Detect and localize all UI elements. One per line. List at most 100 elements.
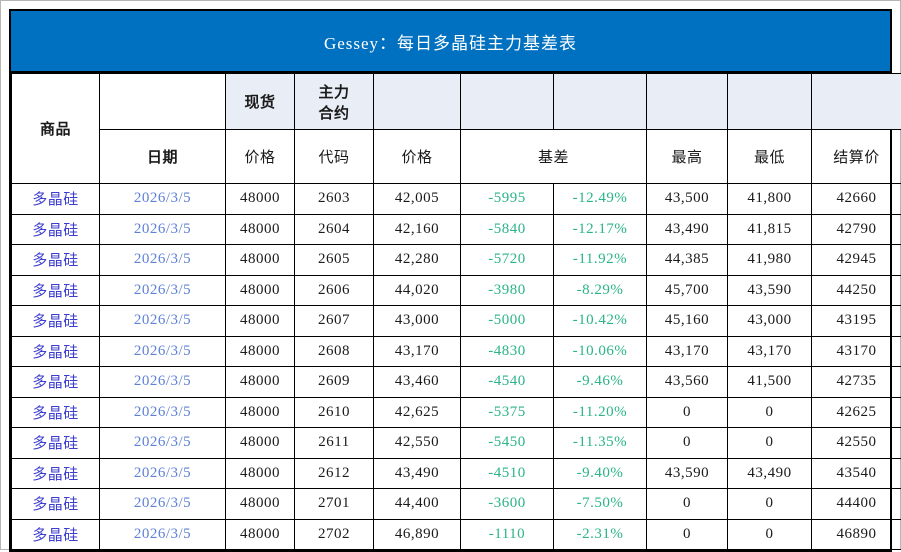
cell-futures-price: 42,280 — [374, 245, 461, 276]
cell-date: 2026/3/5 — [100, 184, 226, 215]
cell-basis: -5995 — [461, 184, 554, 215]
cell-futures-price: 43,170 — [374, 336, 461, 367]
table-row: 多晶硅 2026/3/5 48000 2607 43,000 -5000 -10… — [12, 306, 901, 337]
table-header: 商品 现货 主力 合约 日期 价格 代 — [12, 74, 901, 184]
cell-commodity: 多晶硅 — [12, 489, 100, 520]
cell-futures-price: 42,625 — [374, 397, 461, 428]
cell-settlement: 44400 — [812, 489, 901, 520]
cell-settlement: 42945 — [812, 245, 901, 276]
cell-spot-price: 48000 — [226, 458, 295, 489]
header-date: 日期 — [100, 130, 226, 184]
cell-contract-code: 2611 — [295, 428, 374, 459]
cell-date: 2026/3/5 — [100, 214, 226, 245]
cell-spot-price: 48000 — [226, 275, 295, 306]
cell-basis: -1110 — [461, 519, 554, 550]
cell-basis-percent: -11.20% — [554, 397, 647, 428]
cell-commodity: 多晶硅 — [12, 428, 100, 459]
cell-commodity: 多晶硅 — [12, 397, 100, 428]
cell-contract-code: 2604 — [295, 214, 374, 245]
cell-basis-percent: -11.92% — [554, 245, 647, 276]
cell-futures-price: 42,005 — [374, 184, 461, 215]
cell-contract-code: 2610 — [295, 397, 374, 428]
cell-settlement: 42735 — [812, 367, 901, 398]
cell-date: 2026/3/5 — [100, 306, 226, 337]
header-spacer-cell — [100, 74, 226, 130]
basis-table-container: Gessey：每日多晶硅主力基差表 商品 现货 主力 合约 — [9, 9, 892, 552]
header-high: 最高 — [647, 130, 728, 184]
cell-contract-code: 2609 — [295, 367, 374, 398]
header-tint-cell — [647, 74, 728, 130]
cell-low: 43,000 — [728, 306, 812, 337]
cell-contract-code: 2701 — [295, 489, 374, 520]
cell-futures-price: 43,460 — [374, 367, 461, 398]
cell-contract-code: 2612 — [295, 458, 374, 489]
cell-high: 45,160 — [647, 306, 728, 337]
table-row: 多晶硅 2026/3/5 48000 2605 42,280 -5720 -11… — [12, 245, 901, 276]
cell-spot-price: 48000 — [226, 214, 295, 245]
cell-low: 43,490 — [728, 458, 812, 489]
table-title-bar: Gessey：每日多晶硅主力基差表 — [11, 11, 890, 73]
cell-basis: -5450 — [461, 428, 554, 459]
cell-commodity: 多晶硅 — [12, 306, 100, 337]
cell-commodity: 多晶硅 — [12, 458, 100, 489]
cell-basis-percent: -9.46% — [554, 367, 647, 398]
cell-high: 43,490 — [647, 214, 728, 245]
cell-high: 45,700 — [647, 275, 728, 306]
cell-date: 2026/3/5 — [100, 397, 226, 428]
cell-high: 43,170 — [647, 336, 728, 367]
header-tint-cell — [728, 74, 812, 130]
cell-basis-percent: -8.29% — [554, 275, 647, 306]
cell-futures-price: 44,020 — [374, 275, 461, 306]
cell-settlement: 46890 — [812, 519, 901, 550]
cell-date: 2026/3/5 — [100, 367, 226, 398]
cell-basis-percent: -9.40% — [554, 458, 647, 489]
cell-basis-percent: -2.31% — [554, 519, 647, 550]
cell-high: 43,560 — [647, 367, 728, 398]
cell-date: 2026/3/5 — [100, 275, 226, 306]
cell-basis-percent: -7.50% — [554, 489, 647, 520]
cell-basis: -4510 — [461, 458, 554, 489]
cell-low: 0 — [728, 489, 812, 520]
cell-commodity: 多晶硅 — [12, 336, 100, 367]
cell-date: 2026/3/5 — [100, 489, 226, 520]
cell-basis-percent: -10.42% — [554, 306, 647, 337]
cell-settlement: 42550 — [812, 428, 901, 459]
header-settlement: 结算价 — [812, 130, 901, 184]
cell-spot-price: 48000 — [226, 397, 295, 428]
cell-commodity: 多晶硅 — [12, 367, 100, 398]
cell-spot-price: 48000 — [226, 245, 295, 276]
cell-spot-price: 48000 — [226, 367, 295, 398]
cell-commodity: 多晶硅 — [12, 184, 100, 215]
table-row: 多晶硅 2026/3/5 48000 2612 43,490 -4510 -9.… — [12, 458, 901, 489]
cell-basis: -4830 — [461, 336, 554, 367]
cell-contract-code: 2608 — [295, 336, 374, 367]
cell-settlement: 42660 — [812, 184, 901, 215]
header-commodity: 商品 — [12, 74, 100, 184]
cell-contract-code: 2603 — [295, 184, 374, 215]
cell-date: 2026/3/5 — [100, 336, 226, 367]
cell-high: 0 — [647, 489, 728, 520]
header-row-bottom: 日期 价格 代码 价格 基差 最高 最低 结算价 — [12, 130, 901, 184]
cell-futures-price: 42,160 — [374, 214, 461, 245]
table-title: Gessey：每日多晶硅主力基差表 — [324, 29, 577, 54]
cell-basis: -5375 — [461, 397, 554, 428]
cell-basis: -5000 — [461, 306, 554, 337]
cell-spot-price: 48000 — [226, 489, 295, 520]
cell-date: 2026/3/5 — [100, 245, 226, 276]
cell-low: 0 — [728, 428, 812, 459]
cell-futures-price: 42,550 — [374, 428, 461, 459]
cell-spot-price: 48000 — [226, 428, 295, 459]
cell-low: 0 — [728, 397, 812, 428]
header-main-contract-line2: 合约 — [297, 102, 371, 123]
table-row: 多晶硅 2026/3/5 48000 2608 43,170 -4830 -10… — [12, 336, 901, 367]
table-row: 多晶硅 2026/3/5 48000 2702 46,890 -1110 -2.… — [12, 519, 901, 550]
header-low: 最低 — [728, 130, 812, 184]
cell-low: 43,170 — [728, 336, 812, 367]
cell-high: 43,590 — [647, 458, 728, 489]
table-row: 多晶硅 2026/3/5 48000 2606 44,020 -3980 -8.… — [12, 275, 901, 306]
cell-high: 44,385 — [647, 245, 728, 276]
cell-futures-price: 46,890 — [374, 519, 461, 550]
header-main-contract-line1: 主力 — [297, 81, 371, 102]
header-main-contract: 主力 合约 — [295, 74, 374, 130]
cell-futures-price: 43,490 — [374, 458, 461, 489]
